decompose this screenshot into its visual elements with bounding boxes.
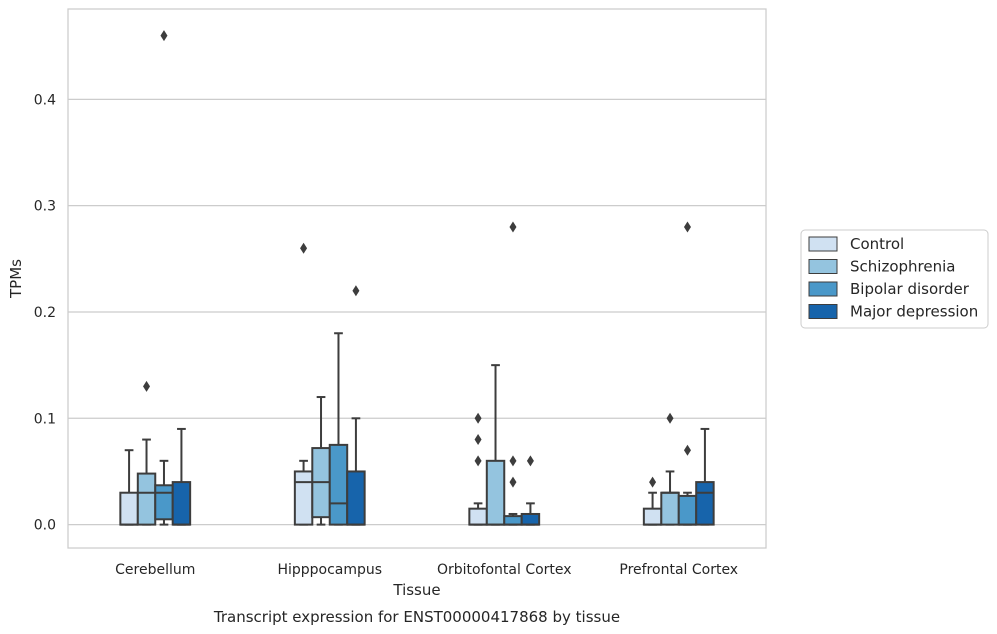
box-schizophrenia (660, 412, 680, 526)
box-schizophrenia (311, 396, 331, 526)
box-bipolar-disorder (677, 221, 698, 526)
legend-label: Bipolar disorder (850, 280, 970, 298)
outlier-point (649, 476, 657, 488)
box-iqr (328, 443, 349, 526)
y-tick-label: 0.0 (34, 518, 56, 534)
box-schizophrenia (136, 380, 157, 526)
outlier-point (474, 412, 482, 424)
box-groups (119, 30, 715, 526)
legend-label: Major depression (850, 303, 978, 321)
box-iqr (660, 491, 680, 526)
box-major-depression (346, 285, 366, 526)
box-control (119, 449, 139, 526)
x-tick-label: Prefrontal Cortex (619, 562, 738, 578)
box-control (468, 412, 488, 526)
outlier-point (474, 434, 482, 446)
box-bipolar-disorder (154, 30, 174, 526)
box-schizophrenia (485, 364, 506, 526)
box-major-depression (695, 427, 715, 526)
outlier-point (143, 380, 151, 392)
outlier-point (352, 285, 360, 297)
box-bipolar-disorder (503, 221, 523, 526)
legend-swatch (808, 281, 838, 297)
x-tick-label: Cerebellum (115, 562, 195, 578)
x-tick-label: Hipppocampus (277, 562, 382, 578)
box-iqr (503, 515, 523, 526)
legend-swatch (808, 259, 838, 274)
y-tick-label: 0.1 (34, 411, 56, 427)
box-iqr (154, 484, 174, 521)
y-tick-label: 0.2 (34, 305, 56, 321)
outlier-point (300, 242, 308, 254)
box-iqr (171, 481, 192, 526)
box-iqr (520, 512, 541, 526)
y-axis-ticks: 0.0 0.1 0.2 0.3 0.4 (34, 92, 56, 533)
outlier-point (509, 476, 517, 488)
outlier-point (683, 444, 691, 456)
box-iqr (119, 491, 139, 526)
legend-label: Control (850, 235, 904, 253)
outlier-point (526, 455, 534, 467)
figure-caption: Transcript expression for ENST0000041786… (213, 608, 620, 626)
grid-lines (68, 98, 766, 526)
box-iqr (136, 472, 157, 526)
plot-frame (67, 8, 767, 549)
outlier-point (509, 221, 517, 233)
box-iqr (293, 470, 314, 526)
box-iqr (485, 459, 506, 526)
legend: Control Schizophrenia Bipolar disorder Majo… (800, 229, 989, 329)
box-iqr (642, 507, 663, 526)
box-bipolar-disorder (328, 332, 349, 526)
outlier-point (509, 455, 517, 467)
outlier-point (666, 412, 674, 424)
box-iqr (346, 470, 366, 526)
box-major-depression (520, 455, 541, 526)
x-axis-title: Tissue (392, 581, 440, 599)
y-axis-title: TPMs (7, 259, 25, 299)
box-control (293, 242, 314, 526)
y-tick-label: 0.4 (34, 92, 56, 108)
box-iqr (468, 507, 488, 526)
box-control (642, 476, 663, 526)
outlier-point (160, 30, 168, 42)
box-major-depression (171, 427, 192, 526)
legend-frame (800, 229, 989, 329)
legend-label: Schizophrenia (850, 258, 955, 276)
legend-swatch (808, 236, 838, 252)
box-iqr (677, 494, 698, 526)
y-tick-label: 0.3 (34, 199, 56, 215)
outlier-point (683, 221, 691, 233)
outlier-point (474, 455, 482, 467)
legend-swatch (808, 304, 838, 319)
box-iqr (695, 481, 715, 526)
x-tick-label: Orbitofontal Cortex (437, 562, 572, 578)
x-axis-ticks: Cerebellum Hipppocampus Orbitofontal Corte… (115, 562, 738, 578)
